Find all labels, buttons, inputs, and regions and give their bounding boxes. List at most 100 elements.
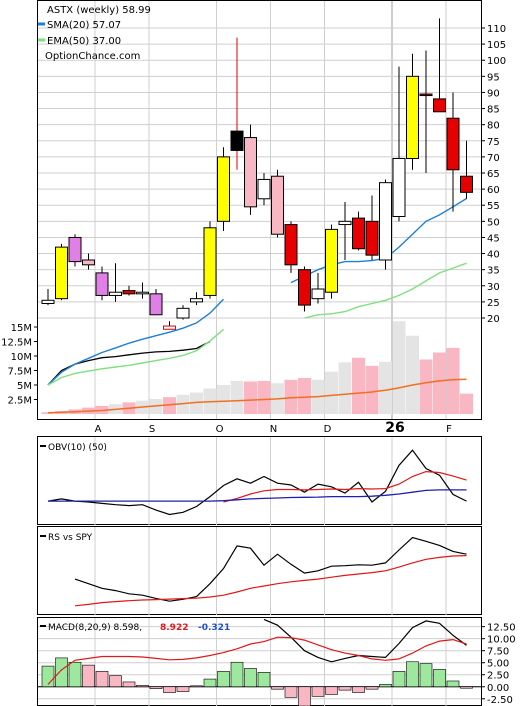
price-tick-label: 95 xyxy=(487,72,500,83)
macd-histogram-bar xyxy=(379,684,392,688)
candle-body xyxy=(392,158,406,217)
macd-signal-line xyxy=(47,636,467,685)
volume-bar xyxy=(433,352,446,414)
price-panel-frame xyxy=(37,0,482,420)
volume-bar xyxy=(298,378,311,414)
candle-body xyxy=(311,288,325,300)
obv-lines xyxy=(47,449,467,516)
candle-body xyxy=(419,93,433,97)
x-axis-label: A xyxy=(95,424,102,435)
volume-bar xyxy=(257,380,271,414)
price-panel-black-line xyxy=(47,340,211,386)
candle-body xyxy=(460,175,473,193)
obv-signal-line xyxy=(223,470,467,503)
x-axis-labels: A S O N D 26 F xyxy=(95,420,453,436)
candle-body xyxy=(365,220,379,256)
candle-body xyxy=(217,156,230,222)
candle-body xyxy=(203,227,217,296)
candle-body xyxy=(122,290,136,295)
rs-grid xyxy=(94,527,447,615)
macd-tick-label: 10.00 xyxy=(487,635,516,646)
macd-tick-label: 7.50 xyxy=(487,647,509,658)
ema50-early-line xyxy=(47,328,224,386)
sma20-line xyxy=(290,197,467,284)
volume-tick-label: 5M xyxy=(17,381,32,392)
price-tick-label: 105 xyxy=(487,40,506,51)
candle-body xyxy=(109,291,122,296)
x-axis-label: S xyxy=(149,424,155,435)
macd-tick-label: 2.50 xyxy=(487,671,509,682)
obv-panel-frame xyxy=(37,436,482,525)
volume-tick-label: 10M xyxy=(11,352,32,363)
volume-bar xyxy=(163,397,176,414)
volume-tick-label: 2.5M xyxy=(7,396,32,407)
ema-legend-label: EMA(50) 37.00 xyxy=(47,36,121,47)
macd-histogram-bar xyxy=(68,661,82,688)
x-axis-label: F xyxy=(446,424,452,435)
price-tick-label: 35 xyxy=(487,266,500,277)
volume-bar xyxy=(325,371,338,414)
macd-histogram-bar xyxy=(163,686,176,693)
price-tick-label: 55 xyxy=(487,201,500,212)
volume-bar xyxy=(460,393,473,414)
price-tick-label: 100 xyxy=(487,56,506,67)
volume-bar xyxy=(176,394,190,414)
macd-histogram-bar xyxy=(460,686,473,689)
macd-histogram-bar xyxy=(419,663,433,688)
candle-body xyxy=(406,75,419,159)
rs-line xyxy=(74,536,467,602)
macd-histogram-bar xyxy=(392,671,406,688)
rs-title: RS vs SPY xyxy=(48,533,93,543)
price-tick-label: 90 xyxy=(487,88,500,99)
volume-tick-label: 12.5M xyxy=(1,338,32,349)
volume-bars xyxy=(41,321,473,414)
macd-histogram-bar xyxy=(365,686,379,690)
candle-body xyxy=(136,291,149,295)
price-tick-label: 50 xyxy=(487,217,500,228)
macd-tick-label: 12.50 xyxy=(487,623,516,634)
macd-value-red: 8.922 xyxy=(160,623,188,633)
x-axis-label: N xyxy=(270,424,277,435)
volume-bar xyxy=(190,392,203,414)
x-axis-label: O xyxy=(216,424,224,435)
candle-body xyxy=(190,298,203,303)
price-tick-label: 20 xyxy=(487,314,500,325)
candle-body xyxy=(82,259,95,266)
obv-grid xyxy=(94,437,447,525)
candle-body xyxy=(163,325,176,330)
macd-histogram-bar xyxy=(109,675,122,688)
candle-body xyxy=(244,137,257,208)
macd-tick-label: 0.00 xyxy=(487,683,509,694)
macd-histogram-bar xyxy=(325,686,338,695)
macd-histogram-bar xyxy=(230,661,244,688)
macd-histogram-bar xyxy=(446,680,460,688)
candle-body xyxy=(176,307,190,319)
macd-histogram-bar xyxy=(433,669,446,688)
price-grid xyxy=(38,1,481,419)
volume-bar xyxy=(217,385,230,414)
macd-histogram-bar xyxy=(298,686,311,706)
macd-tick-label: -2.50 xyxy=(487,695,513,706)
macd-histogram-bar xyxy=(190,685,203,688)
candle-body xyxy=(338,220,352,226)
macd-histogram-bar xyxy=(352,686,365,693)
ema50-line xyxy=(304,262,467,319)
candle-body xyxy=(352,217,365,250)
macd-line xyxy=(263,618,467,663)
rs-lines xyxy=(74,536,467,607)
macd-histogram-bar xyxy=(136,685,149,688)
macd-histogram-bar xyxy=(176,686,190,692)
price-y-ticks: 20 25 30 35 40 45 50 55 60 65 70 75 80 85 90 95 100 105 11… xyxy=(481,24,506,325)
macd-histogram-bar xyxy=(149,686,163,689)
macd-histogram-bar xyxy=(122,681,136,688)
candle-body xyxy=(325,228,338,293)
price-tick-label: 25 xyxy=(487,298,500,309)
price-tick-label: 40 xyxy=(487,250,500,261)
price-tick-label: 110 xyxy=(487,24,506,35)
macd-histogram-bar xyxy=(257,672,271,688)
price-lines xyxy=(47,197,467,386)
volume-bar xyxy=(365,365,379,414)
macd-histogram xyxy=(41,657,473,706)
macd-histogram-bar xyxy=(338,686,352,691)
candle-body xyxy=(446,117,460,171)
